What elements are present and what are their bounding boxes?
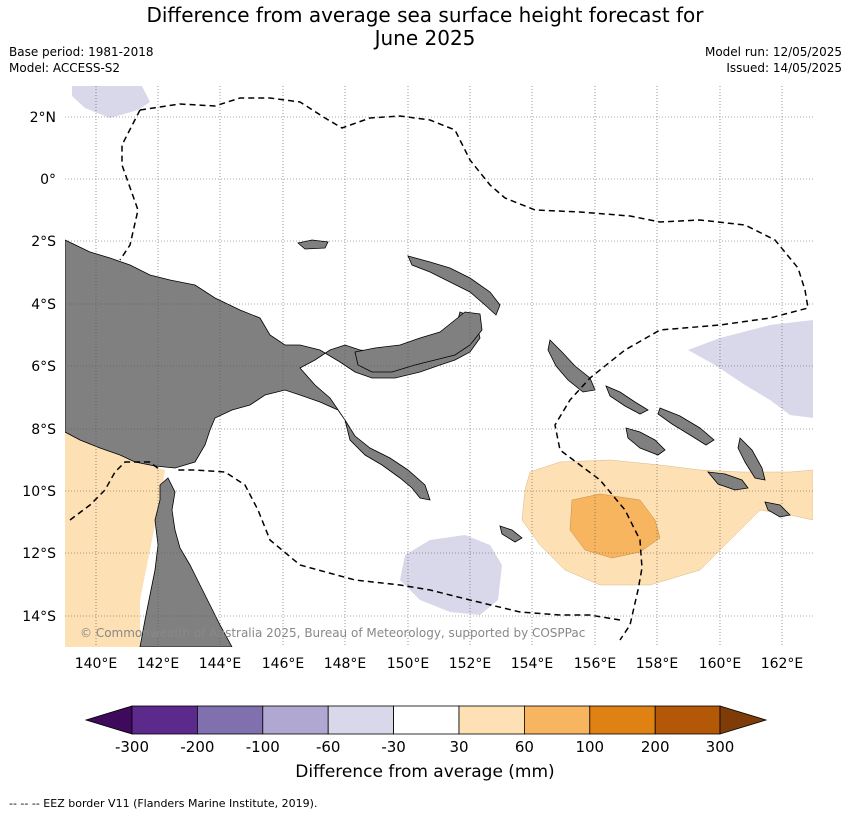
colorbar [84, 705, 768, 735]
colorbar-tick: 300 [706, 738, 735, 756]
issued-date: Issued: 14/05/2025 [726, 61, 842, 75]
colorbar-swatch [393, 705, 460, 735]
land-rennell [764, 501, 791, 518]
title-line-2: June 2025 [374, 26, 476, 50]
colorbar-title: Difference from average (mm) [295, 762, 555, 782]
lon-labels: 140°E 142°E 144°E 146°E 148°E 150°E 152°… [75, 656, 804, 672]
land-bougainville [547, 339, 596, 393]
land-makira [707, 471, 749, 491]
lat-label: 2°N [30, 110, 56, 126]
lat-label: 12°S [22, 546, 56, 562]
title-line-1: Difference from average sea surface heig… [146, 3, 704, 27]
lon-label: 142°E [137, 656, 180, 672]
colorbar-tick: -300 [115, 738, 149, 756]
lat-labels: 2°N 0° 2°S 4°S 6°S 8°S 10°S 12°S 14°S [22, 110, 56, 625]
lon-label: 150°E [387, 656, 430, 672]
colorbar-swatch-max [719, 705, 768, 735]
land-louisiade [499, 525, 523, 543]
colorbar-tick: 200 [641, 738, 670, 756]
land-santa-isabel [657, 407, 715, 446]
colorbar-tick: -100 [246, 738, 280, 756]
land-guadalcanal [625, 427, 666, 456]
eez-footnote: -- -- -- EEZ border V11 (Flanders Marine… [9, 797, 318, 810]
colorbar-swatch [327, 705, 395, 735]
colorbar-tick: -60 [316, 738, 341, 756]
colorbar-ticks: -300 -200 -100 -60 -30 30 60 100 200 300 [115, 738, 734, 756]
lat-label: 10°S [22, 484, 56, 500]
lon-label: 144°E [199, 656, 242, 672]
lon-label: 162°E [761, 656, 804, 672]
eez-border-png [119, 97, 809, 641]
colorbar-tick: 100 [575, 738, 604, 756]
anomaly-light-orange-west [65, 430, 165, 647]
lat-label: 8°S [31, 422, 56, 438]
lon-label: 154°E [511, 656, 554, 672]
land-choiseul [605, 385, 649, 415]
lat-label: 6°S [31, 359, 56, 375]
colorbar-swatch [589, 705, 656, 735]
lon-label: 148°E [324, 656, 367, 672]
lon-label: 160°E [699, 656, 742, 672]
colorbar-swatch [131, 705, 198, 735]
colorbar-tick: 60 [515, 738, 534, 756]
lat-label: 2°S [31, 234, 56, 250]
land-manus [297, 239, 329, 250]
meta-right: Model run: 12/05/2025 Issued: 14/05/2025 [705, 44, 842, 76]
lat-label: 0° [40, 172, 56, 188]
land-new-britain [354, 311, 483, 373]
land-malaita [737, 437, 766, 481]
meta-left: Base period: 1981-2018 Model: ACCESS-S2 [9, 44, 154, 76]
colorbar-swatch [524, 705, 591, 735]
lon-label: 140°E [75, 656, 118, 672]
gridlines [65, 86, 813, 647]
colorbar-swatch [262, 705, 329, 735]
map-layers [65, 86, 813, 647]
colorbar-swatch [196, 705, 264, 735]
copyright-text: © Commonwealth of Australia 2025, Bureau… [80, 626, 585, 640]
base-period: Base period: 1981-2018 [9, 45, 154, 59]
lat-label: 4°S [31, 297, 56, 313]
colorbar-tick: -30 [381, 738, 406, 756]
anomaly-medium-orange [569, 493, 661, 559]
anomaly-lavender-south [400, 535, 502, 615]
model-name: Model: ACCESS-S2 [9, 61, 121, 75]
land-new-ireland [407, 255, 501, 316]
colorbar-swatch [458, 705, 525, 735]
colorbar-swatch-min [84, 705, 133, 735]
lon-label: 146°E [262, 656, 305, 672]
land-new-guinea [65, 239, 481, 501]
colorbar-tick: -200 [180, 738, 214, 756]
lon-label: 156°E [574, 656, 617, 672]
lon-label: 152°E [449, 656, 492, 672]
colorbar-tick: 30 [449, 738, 468, 756]
lon-label: 158°E [636, 656, 679, 672]
lat-label: 14°S [22, 609, 56, 625]
eez-border-torres [69, 461, 161, 521]
anomaly-lavender-north [72, 86, 150, 118]
colorbar-swatch [654, 705, 721, 735]
model-run: Model run: 12/05/2025 [704, 45, 842, 59]
map-title: Difference from average sea surface heig… [100, 4, 750, 50]
